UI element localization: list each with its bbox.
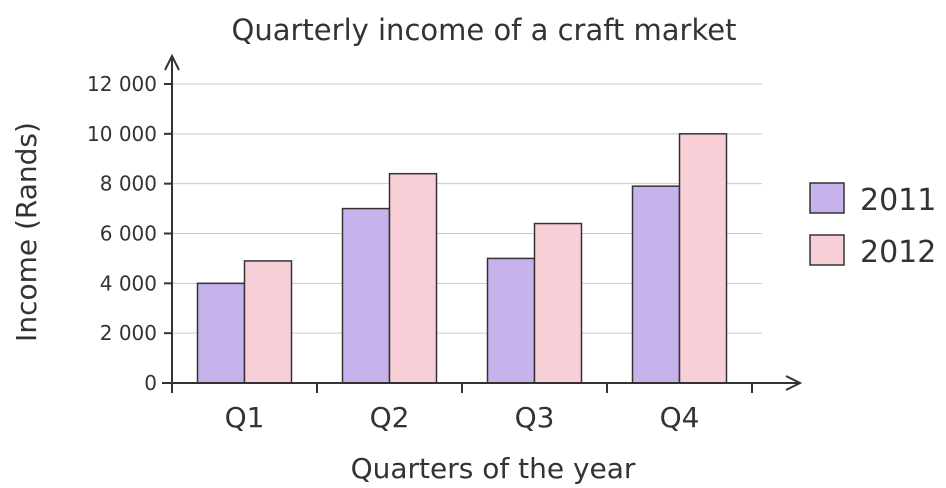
legend-label-2011: 2011	[860, 183, 936, 218]
legend: 2011 2012	[809, 182, 936, 270]
y-tick-labels: 0 2 000 4 000 6 000 8 000 10 000 12 000	[87, 72, 157, 395]
x-tick-labels: Q1 Q2 Q3 Q4	[225, 401, 700, 434]
y-tick-label: 0	[144, 371, 157, 395]
x-axis-title: Quarters of the year	[351, 452, 636, 485]
bar-2012-Q4	[678, 133, 728, 384]
bar-2012-Q1	[243, 260, 293, 384]
y-tick-label: 12 000	[87, 72, 157, 96]
x-tick-label: Q2	[370, 401, 410, 434]
chart-title: Quarterly income of a craft market	[232, 13, 737, 47]
y-tick-label: 8 000	[100, 172, 157, 196]
legend-label-2012: 2012	[860, 235, 936, 270]
bar-2012-Q2	[388, 172, 438, 384]
x-tick-label: Q3	[515, 401, 555, 434]
x-tick-label: Q1	[225, 401, 265, 434]
y-tick-label: 2 000	[100, 321, 157, 345]
y-tick-label: 4 000	[100, 271, 157, 295]
legend-swatch-2012	[809, 234, 845, 266]
x-axis-arrow	[785, 375, 803, 391]
bar-2011-Q3	[486, 257, 536, 384]
bar-group	[196, 133, 728, 384]
bar-2011-Q4	[631, 185, 681, 384]
legend-swatch-2011	[809, 182, 845, 214]
y-tick-label: 10 000	[87, 122, 157, 146]
bar-2011-Q1	[196, 282, 246, 384]
bar-2011-Q2	[341, 207, 391, 384]
x-tick-label: Q4	[660, 401, 700, 434]
bar-2012-Q3	[533, 222, 583, 384]
y-axis-arrow	[164, 53, 180, 71]
y-axis-title: Income (Rands)	[10, 122, 43, 342]
axes	[162, 53, 803, 393]
y-tick-label: 6 000	[100, 222, 157, 246]
